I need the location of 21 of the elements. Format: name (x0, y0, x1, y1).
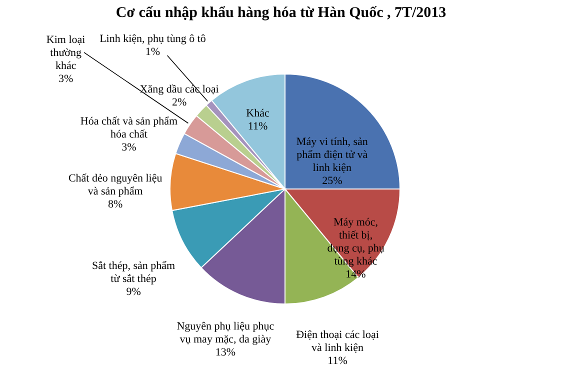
slice-label: Nguyên phụ liệu phục vụ may mặc, da giày (176, 320, 274, 346)
data-label: 9% (126, 286, 141, 298)
data-label: 3% (58, 73, 74, 86)
data-label: 1% (145, 46, 160, 58)
slice-label: Kim loại thường khác (46, 34, 86, 72)
slice-label: Sắt thép, sản phẩm từ sắt thép (92, 260, 176, 286)
data-label: 2% (172, 96, 187, 109)
slice-label: Máy vi tính, sản phẩm điện tử và linh kiện (296, 136, 368, 174)
data-label: 11% (248, 120, 268, 132)
data-label: 8% (108, 198, 123, 210)
slice-label: Linh kiện, phụ tùng ô tô (100, 32, 206, 45)
chart-title: Cơ cấu nhập khẩu hàng hóa từ Hàn Quốc , 7T/2013 (116, 5, 446, 21)
slice-label: Hóa chất và sản phẩm hóa chất (80, 115, 178, 140)
slice-label: Chất dẻo nguyên liệu và sản phẩm (68, 172, 163, 198)
slice-label: Điện thoại các loại và linh kiện (296, 328, 379, 354)
data-label: 11% (328, 354, 348, 367)
data-label: 14% (346, 268, 366, 280)
data-label: 25% (322, 174, 342, 187)
data-label: 3% (122, 141, 136, 154)
slice-label: Khác (246, 107, 270, 120)
data-label: 13% (215, 346, 236, 359)
